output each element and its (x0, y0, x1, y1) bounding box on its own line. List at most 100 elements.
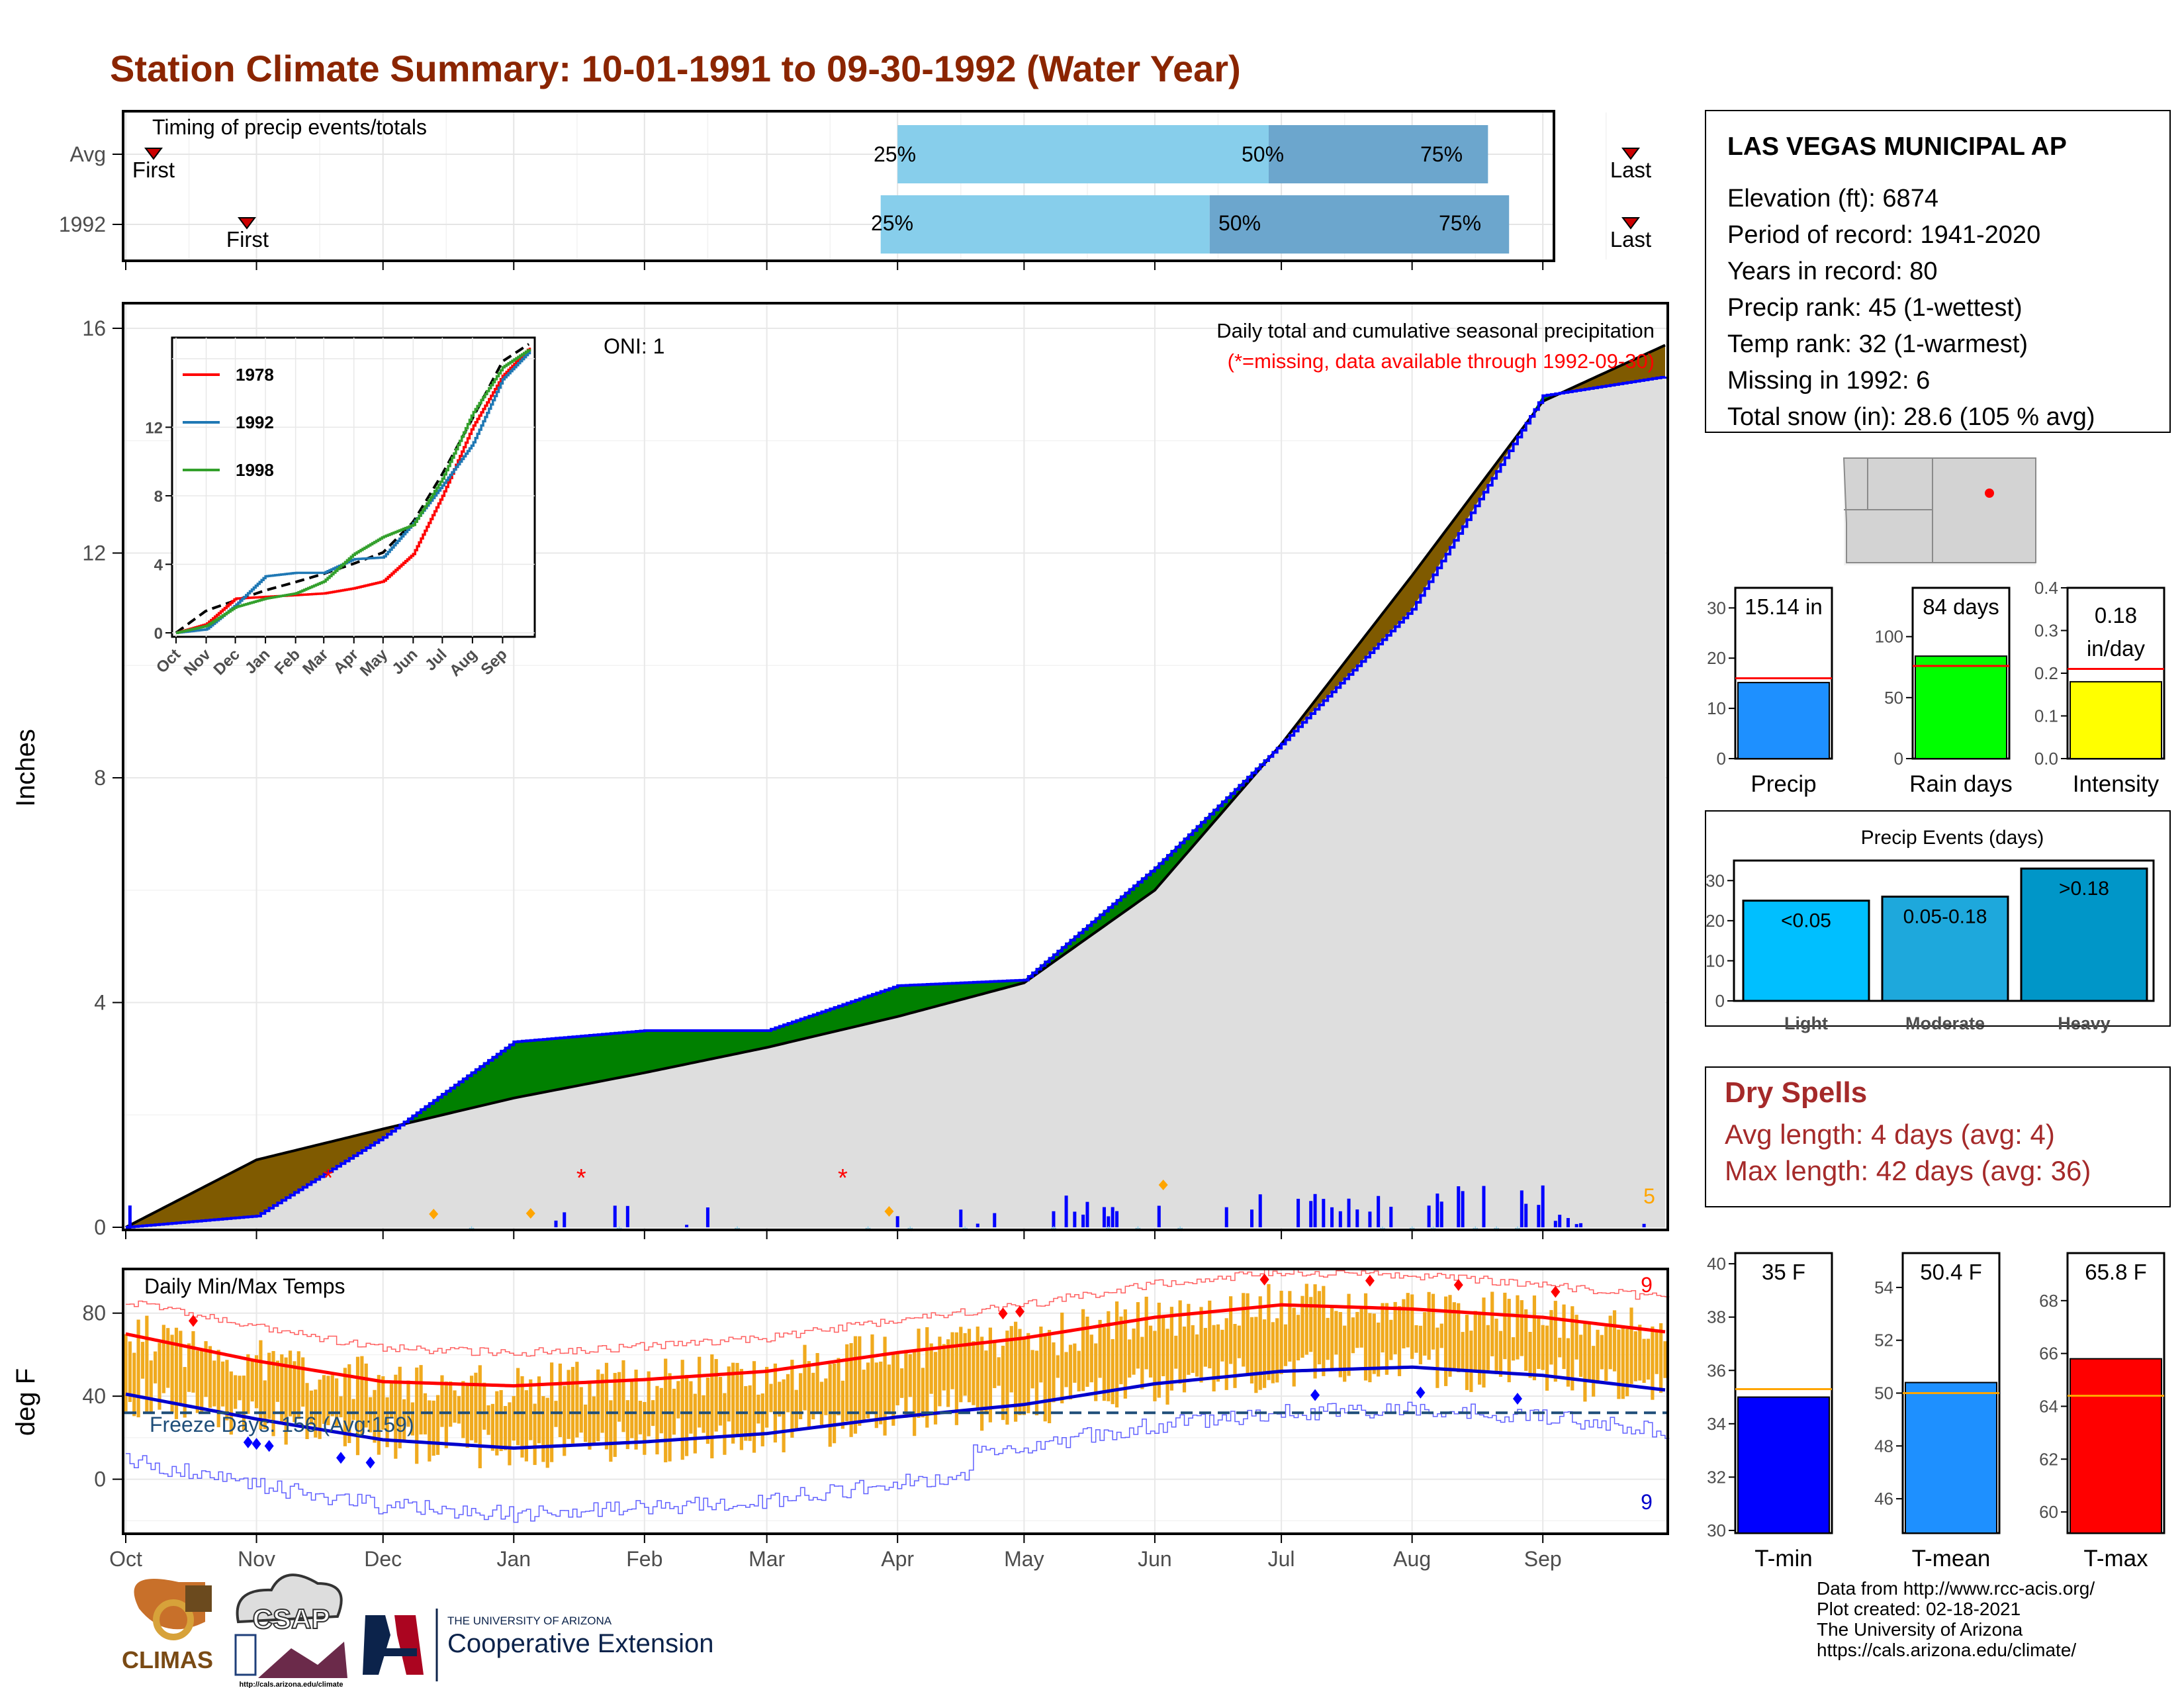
daily-precip-bar (1482, 1186, 1486, 1227)
daily-temp-bar (1524, 1309, 1528, 1371)
dry-spells-title: Dry Spells (1725, 1076, 1867, 1109)
daily-temp-bar (613, 1373, 617, 1457)
daily-temp-bar (495, 1391, 499, 1456)
daily-temp-bar (204, 1341, 208, 1397)
daily-temp-bar (1132, 1328, 1136, 1375)
daily-temp-bar (1296, 1315, 1300, 1361)
daily-temp-bar (373, 1389, 377, 1443)
daily-temp-bar (1119, 1316, 1123, 1385)
daily-temp-bar (807, 1361, 811, 1427)
daily-temp-bar (917, 1329, 921, 1418)
daily-temp-bar (187, 1343, 191, 1392)
daily-precip-bar (1457, 1186, 1461, 1227)
temp-ylabel: deg F (11, 1368, 40, 1436)
daily-temp-bar (1343, 1325, 1347, 1382)
daily-temp-bar (866, 1362, 870, 1419)
month-tick-label: Nov (238, 1547, 275, 1571)
daily-temp-bar (1355, 1311, 1359, 1348)
daily-temp-bar (435, 1395, 440, 1455)
daily-temp-bar (293, 1361, 296, 1423)
daily-temp-bar (933, 1352, 938, 1425)
daily-temp-bar (908, 1354, 912, 1397)
daily-temp-bar (208, 1346, 212, 1408)
daily-temp-bar (899, 1368, 904, 1398)
station-info-line: Total snow (in): 28.6 (105 % avg) (1727, 403, 2095, 431)
daily-temp-bar (668, 1373, 672, 1462)
timing-title: Timing of precip events/totals (152, 115, 427, 139)
daily-precip-bar (1537, 1205, 1541, 1227)
daily-temp-bar (967, 1329, 972, 1403)
tmean-tick-label: 46 (1874, 1489, 1893, 1509)
tmax-tick-label: 68 (2039, 1291, 2058, 1311)
daily-temp-bar (1465, 1315, 1469, 1390)
daily-temp-bar (1001, 1345, 1005, 1421)
daily-temp-bar (1330, 1305, 1334, 1369)
tmax-tick-label: 66 (2039, 1344, 2058, 1364)
intensity-value-label: 0.18 (2095, 603, 2137, 628)
daily-temp-bar (1423, 1312, 1427, 1356)
daily-precip-bar (1322, 1199, 1326, 1227)
month-tick-label: Sep (1524, 1547, 1562, 1571)
daily-temp-bar (684, 1375, 689, 1456)
rain-days-tick-label: 0 (1894, 749, 1903, 769)
tmin-tick-label: 32 (1707, 1467, 1726, 1487)
snow-day-marker: * (865, 1223, 871, 1240)
daily-temp-bar (154, 1351, 158, 1383)
daily-temp-bar (1254, 1317, 1258, 1393)
daily-temp-bar (1178, 1300, 1182, 1384)
ua-small-text: THE UNIVERSITY OF ARIZONA (447, 1615, 612, 1627)
daily-temp-bar (705, 1378, 710, 1444)
daily-temp-bar (449, 1381, 453, 1427)
daily-temp-bar (972, 1341, 976, 1405)
daily-temp-bar (1452, 1302, 1456, 1370)
daily-precip-bar (1102, 1207, 1106, 1227)
daily-temp-bar (179, 1331, 183, 1407)
tmin-panel: 30 32 34 36 38 40 35 F T-min (1707, 1252, 1833, 1571)
daily-temp-bar (1140, 1336, 1144, 1389)
daily-temp-bar (432, 1400, 435, 1456)
inset-legend-label: 1998 (236, 460, 274, 480)
daily-temp-bar (200, 1348, 204, 1414)
daily-temp-bar (731, 1362, 735, 1444)
daily-temp-bar (874, 1362, 878, 1429)
intensity-tick-label: 0.0 (2034, 749, 2058, 769)
daily-temp-bar (394, 1374, 398, 1459)
daily-temp-bar (1385, 1303, 1389, 1375)
daily-temp-bar (529, 1379, 533, 1440)
daily-temp-bar (563, 1385, 567, 1456)
daily-precip-bar (895, 1216, 899, 1227)
record-low-marker (1512, 1393, 1522, 1405)
daily-temp-bar (1406, 1293, 1410, 1348)
daily-temp-bar (993, 1341, 997, 1388)
daily-temp-bar (309, 1390, 313, 1425)
daily-temp-bar (415, 1367, 419, 1464)
daily-temp-bar (1056, 1355, 1060, 1378)
snow-day-marker: * (1106, 1223, 1112, 1240)
daily-temp-bar (748, 1385, 752, 1441)
missing-day-marker: * (838, 1164, 848, 1192)
daily-precip-bar (1250, 1209, 1253, 1227)
daily-precip-bar (1073, 1211, 1077, 1227)
daily-precip-bar (1553, 1221, 1557, 1227)
avg-q50-label: 50% (1242, 142, 1284, 166)
record-high-count: 9 (1641, 1273, 1653, 1297)
daily-temp-bar (1516, 1295, 1520, 1360)
station-info-line: Years in record: 80 (1727, 258, 1938, 285)
daily-temp-bar (1486, 1325, 1490, 1370)
daily-temp-bar (723, 1393, 727, 1455)
daily-precip-bar (1224, 1207, 1228, 1227)
yr-q25-label: 25% (871, 211, 913, 235)
daily-temp-bar (1473, 1311, 1477, 1372)
daily-temp-bar (389, 1383, 394, 1419)
daily-precip-bar (1111, 1207, 1115, 1227)
daily-temp-bar (1566, 1338, 1570, 1387)
intensity-tick-label: 0.2 (2034, 663, 2058, 683)
daily-temp-bar (1263, 1319, 1267, 1388)
daily-precip-bar (128, 1205, 132, 1227)
temp-panel: Daily Min/Max Temps Freeze Days: 156 (Av… (11, 1268, 1670, 1571)
tmean-tick-label: 48 (1874, 1436, 1893, 1456)
temp-y-tick-label: 40 (82, 1384, 106, 1408)
daily-temp-bar (1309, 1297, 1313, 1352)
average-cumulative-area (126, 345, 1665, 1228)
